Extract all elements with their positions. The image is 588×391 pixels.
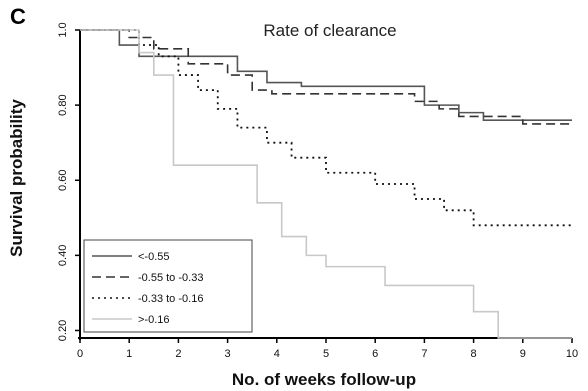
x-tick-label: 10 — [566, 348, 578, 360]
y-tick-label: 0.60 — [57, 170, 69, 191]
panel-letter: C — [10, 4, 26, 29]
y-tick-label: 0.40 — [57, 245, 69, 266]
y-axis-label: Survival probability — [7, 99, 26, 257]
x-tick-label: 5 — [323, 348, 329, 360]
x-tick-label: 1 — [126, 348, 132, 360]
x-tick-label: 7 — [421, 348, 427, 360]
x-tick-label: 0 — [77, 348, 83, 360]
y-tick-label: 0.80 — [57, 94, 69, 115]
series-line-2 — [80, 29, 572, 125]
legend-label-2: -0.55 to -0.33 — [138, 272, 203, 284]
x-tick-label: 4 — [274, 348, 280, 360]
series-layer — [80, 29, 572, 339]
chart-title: Rate of clearance — [263, 21, 396, 40]
x-tick-label: 6 — [372, 348, 378, 360]
series-line-4 — [80, 29, 572, 339]
legend-box — [83, 239, 253, 333]
legend: <-0.55 -0.55 to -0.33 -0.33 to -0.16 >-0.16 — [83, 239, 253, 333]
x-tick-label: 3 — [225, 348, 231, 360]
legend-label-1: <-0.55 — [138, 251, 170, 263]
series-line-1 — [80, 29, 572, 121]
legend-label-3: -0.33 to -0.16 — [138, 293, 203, 305]
axes: 0 1 2 3 4 5 6 7 8 9 10 1.0 0.80 0.60 0.40 0.20 — [57, 22, 578, 360]
legend-label-4: >-0.16 — [138, 314, 170, 326]
x-axis-label: No. of weeks follow-up — [232, 370, 416, 389]
x-tick-label: 2 — [175, 348, 181, 360]
x-tick-label: 8 — [471, 348, 477, 360]
y-tick-label: 0.20 — [57, 320, 69, 341]
x-tick-label: 9 — [520, 348, 526, 360]
y-tick-label: 1.0 — [57, 22, 69, 37]
